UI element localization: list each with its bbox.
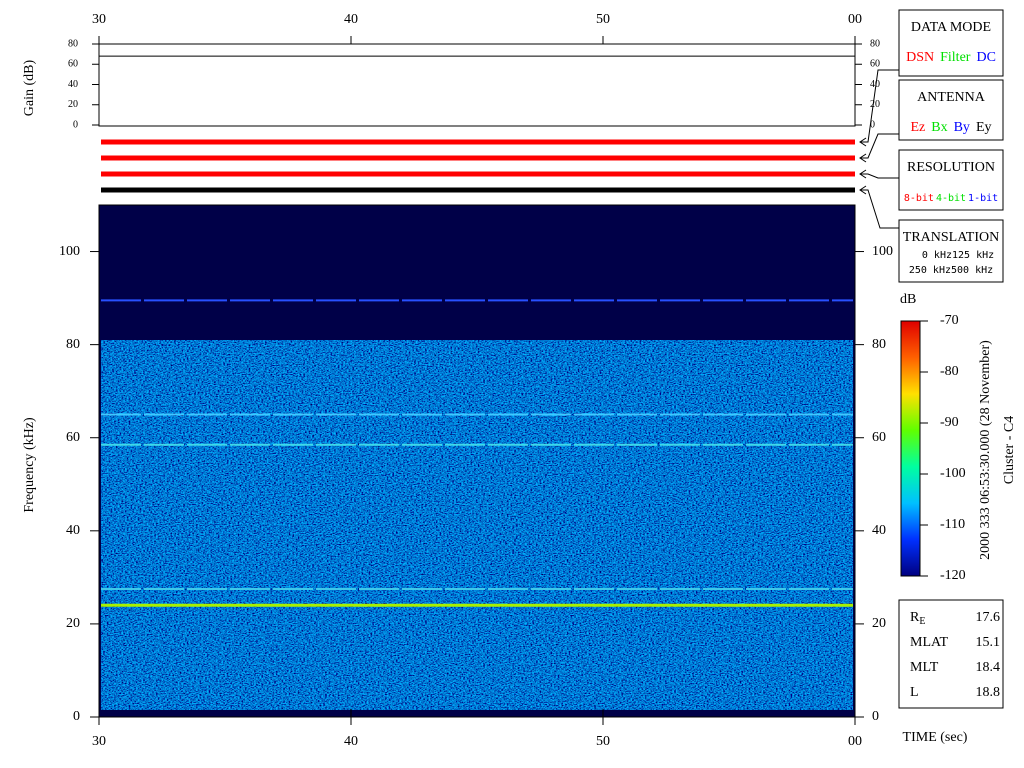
- legend-box: [898, 149, 1004, 211]
- y-tick-label: 100: [872, 244, 893, 259]
- x-tick-label: 00: [848, 734, 862, 749]
- arrowhead: [859, 169, 867, 179]
- gain-label: Gain (dB): [22, 59, 37, 116]
- arrowhead: [859, 185, 867, 195]
- legend-title: RESOLUTION: [907, 160, 995, 175]
- ephemeris-value: 15.1: [976, 635, 1001, 650]
- y-tick-label: 60: [870, 59, 880, 70]
- y-tick-label: 20: [66, 616, 80, 631]
- ephemeris-name: L: [910, 685, 919, 700]
- y-tick-label: 40: [68, 79, 78, 90]
- legend-item: By: [954, 120, 970, 135]
- ephemeris-name: R: [910, 610, 920, 625]
- ephemeris-name: MLAT: [910, 635, 949, 650]
- ephemeris-label: MLT: [910, 660, 939, 675]
- x-tick-label: 50: [596, 12, 610, 27]
- x-tick-label: 50: [596, 734, 610, 749]
- y-tick-label: 40: [66, 523, 80, 538]
- y-tick-label: 80: [68, 38, 78, 49]
- y-tick-label: 100: [59, 244, 80, 259]
- colorbar-tick-label: -110: [940, 517, 965, 532]
- y-tick-label: 80: [66, 337, 80, 352]
- legend-title: DATA MODE: [911, 20, 991, 35]
- y-tick-label: 20: [870, 99, 880, 110]
- y-tick-label: 40: [870, 79, 880, 90]
- y-tick-label: 60: [872, 430, 886, 445]
- ephemeris-label: L: [910, 685, 919, 700]
- legend-item: 4-bit: [936, 193, 966, 204]
- arrowhead: [859, 153, 867, 163]
- legend-item: 250 kHz: [909, 265, 951, 276]
- x-tick-label: 00: [848, 12, 862, 27]
- legend-items: DSN Filter DC: [906, 50, 996, 65]
- spectrogram-texture: [101, 340, 853, 710]
- y-tick-label: 0: [872, 709, 879, 724]
- connector: [860, 173, 899, 179]
- ephemeris-value: 17.6: [976, 610, 1001, 625]
- colorbar-tick-label: -70: [940, 313, 959, 328]
- x-axis-label: TIME (sec): [903, 730, 968, 745]
- ephemeris-label: RE: [910, 610, 925, 627]
- legend-item: Filter: [940, 50, 971, 65]
- legend-item: Ey: [976, 120, 992, 135]
- frequency-label: Frequency (kHz): [22, 417, 37, 513]
- ephemeris-value: 18.4: [976, 660, 1001, 675]
- legend-title: TRANSLATION: [903, 230, 999, 245]
- spacecraft: Cluster - C4: [1002, 416, 1017, 484]
- y-tick-label: 20: [872, 616, 886, 631]
- legend-item: DC: [976, 50, 995, 65]
- x-tick-label: 40: [344, 12, 358, 27]
- y-tick-label: 0: [73, 119, 78, 130]
- ephemeris-label: MLAT: [910, 635, 949, 650]
- arrowhead: [859, 137, 867, 147]
- y-tick-label: 80: [870, 38, 880, 49]
- legend-items: 8-bit 4-bit 1-bit: [904, 193, 998, 204]
- legend-box: [898, 79, 1004, 141]
- ephemeris-value: 18.8: [976, 685, 1001, 700]
- legend-item: Bx: [931, 120, 947, 135]
- colorbar-tick-label: -80: [940, 364, 959, 379]
- y-tick-label: 60: [66, 430, 80, 445]
- legend-box: [898, 219, 1004, 283]
- connector: [860, 189, 899, 229]
- legend-title: ANTENNA: [917, 90, 986, 105]
- ephemeris-box: [898, 599, 1004, 709]
- legend-item: 500 kHz: [951, 265, 993, 276]
- ephemeris-name: MLT: [910, 660, 939, 675]
- spectrogram-frame: [98, 204, 856, 718]
- colorbar-label: dB: [900, 292, 916, 307]
- connector: [860, 69, 899, 143]
- y-tick-label: 60: [68, 59, 78, 70]
- y-tick-label: 80: [872, 337, 886, 352]
- timestamp: 2000 333 06:53:30.000 (28 November): [978, 340, 993, 560]
- legend-item: Ez: [910, 120, 925, 135]
- legend-item: 1-bit: [968, 193, 998, 204]
- y-tick-label: 40: [872, 523, 886, 538]
- connector: [860, 133, 899, 159]
- ephemeris-sub: E: [919, 616, 925, 627]
- y-tick-label: 0: [870, 119, 875, 130]
- y-tick-label: 20: [68, 99, 78, 110]
- legend-items: Ez Bx By Ey: [910, 120, 991, 135]
- colorbar-tick-label: -90: [940, 415, 959, 430]
- legend-box: [898, 9, 1004, 77]
- colorbar: [900, 320, 921, 577]
- colorbar-tick-label: -100: [940, 466, 966, 481]
- legend-item: DSN: [906, 50, 934, 65]
- legend-item: 0 kHz: [922, 250, 952, 261]
- x-tick-label: 30: [92, 12, 106, 27]
- legend-item: 8-bit: [904, 193, 934, 204]
- x-tick-label: 40: [344, 734, 358, 749]
- legend-item: 125 kHz: [952, 250, 994, 261]
- colorbar-tick-label: -120: [940, 568, 966, 583]
- x-tick-label: 30: [92, 734, 106, 749]
- y-tick-label: 0: [73, 709, 80, 724]
